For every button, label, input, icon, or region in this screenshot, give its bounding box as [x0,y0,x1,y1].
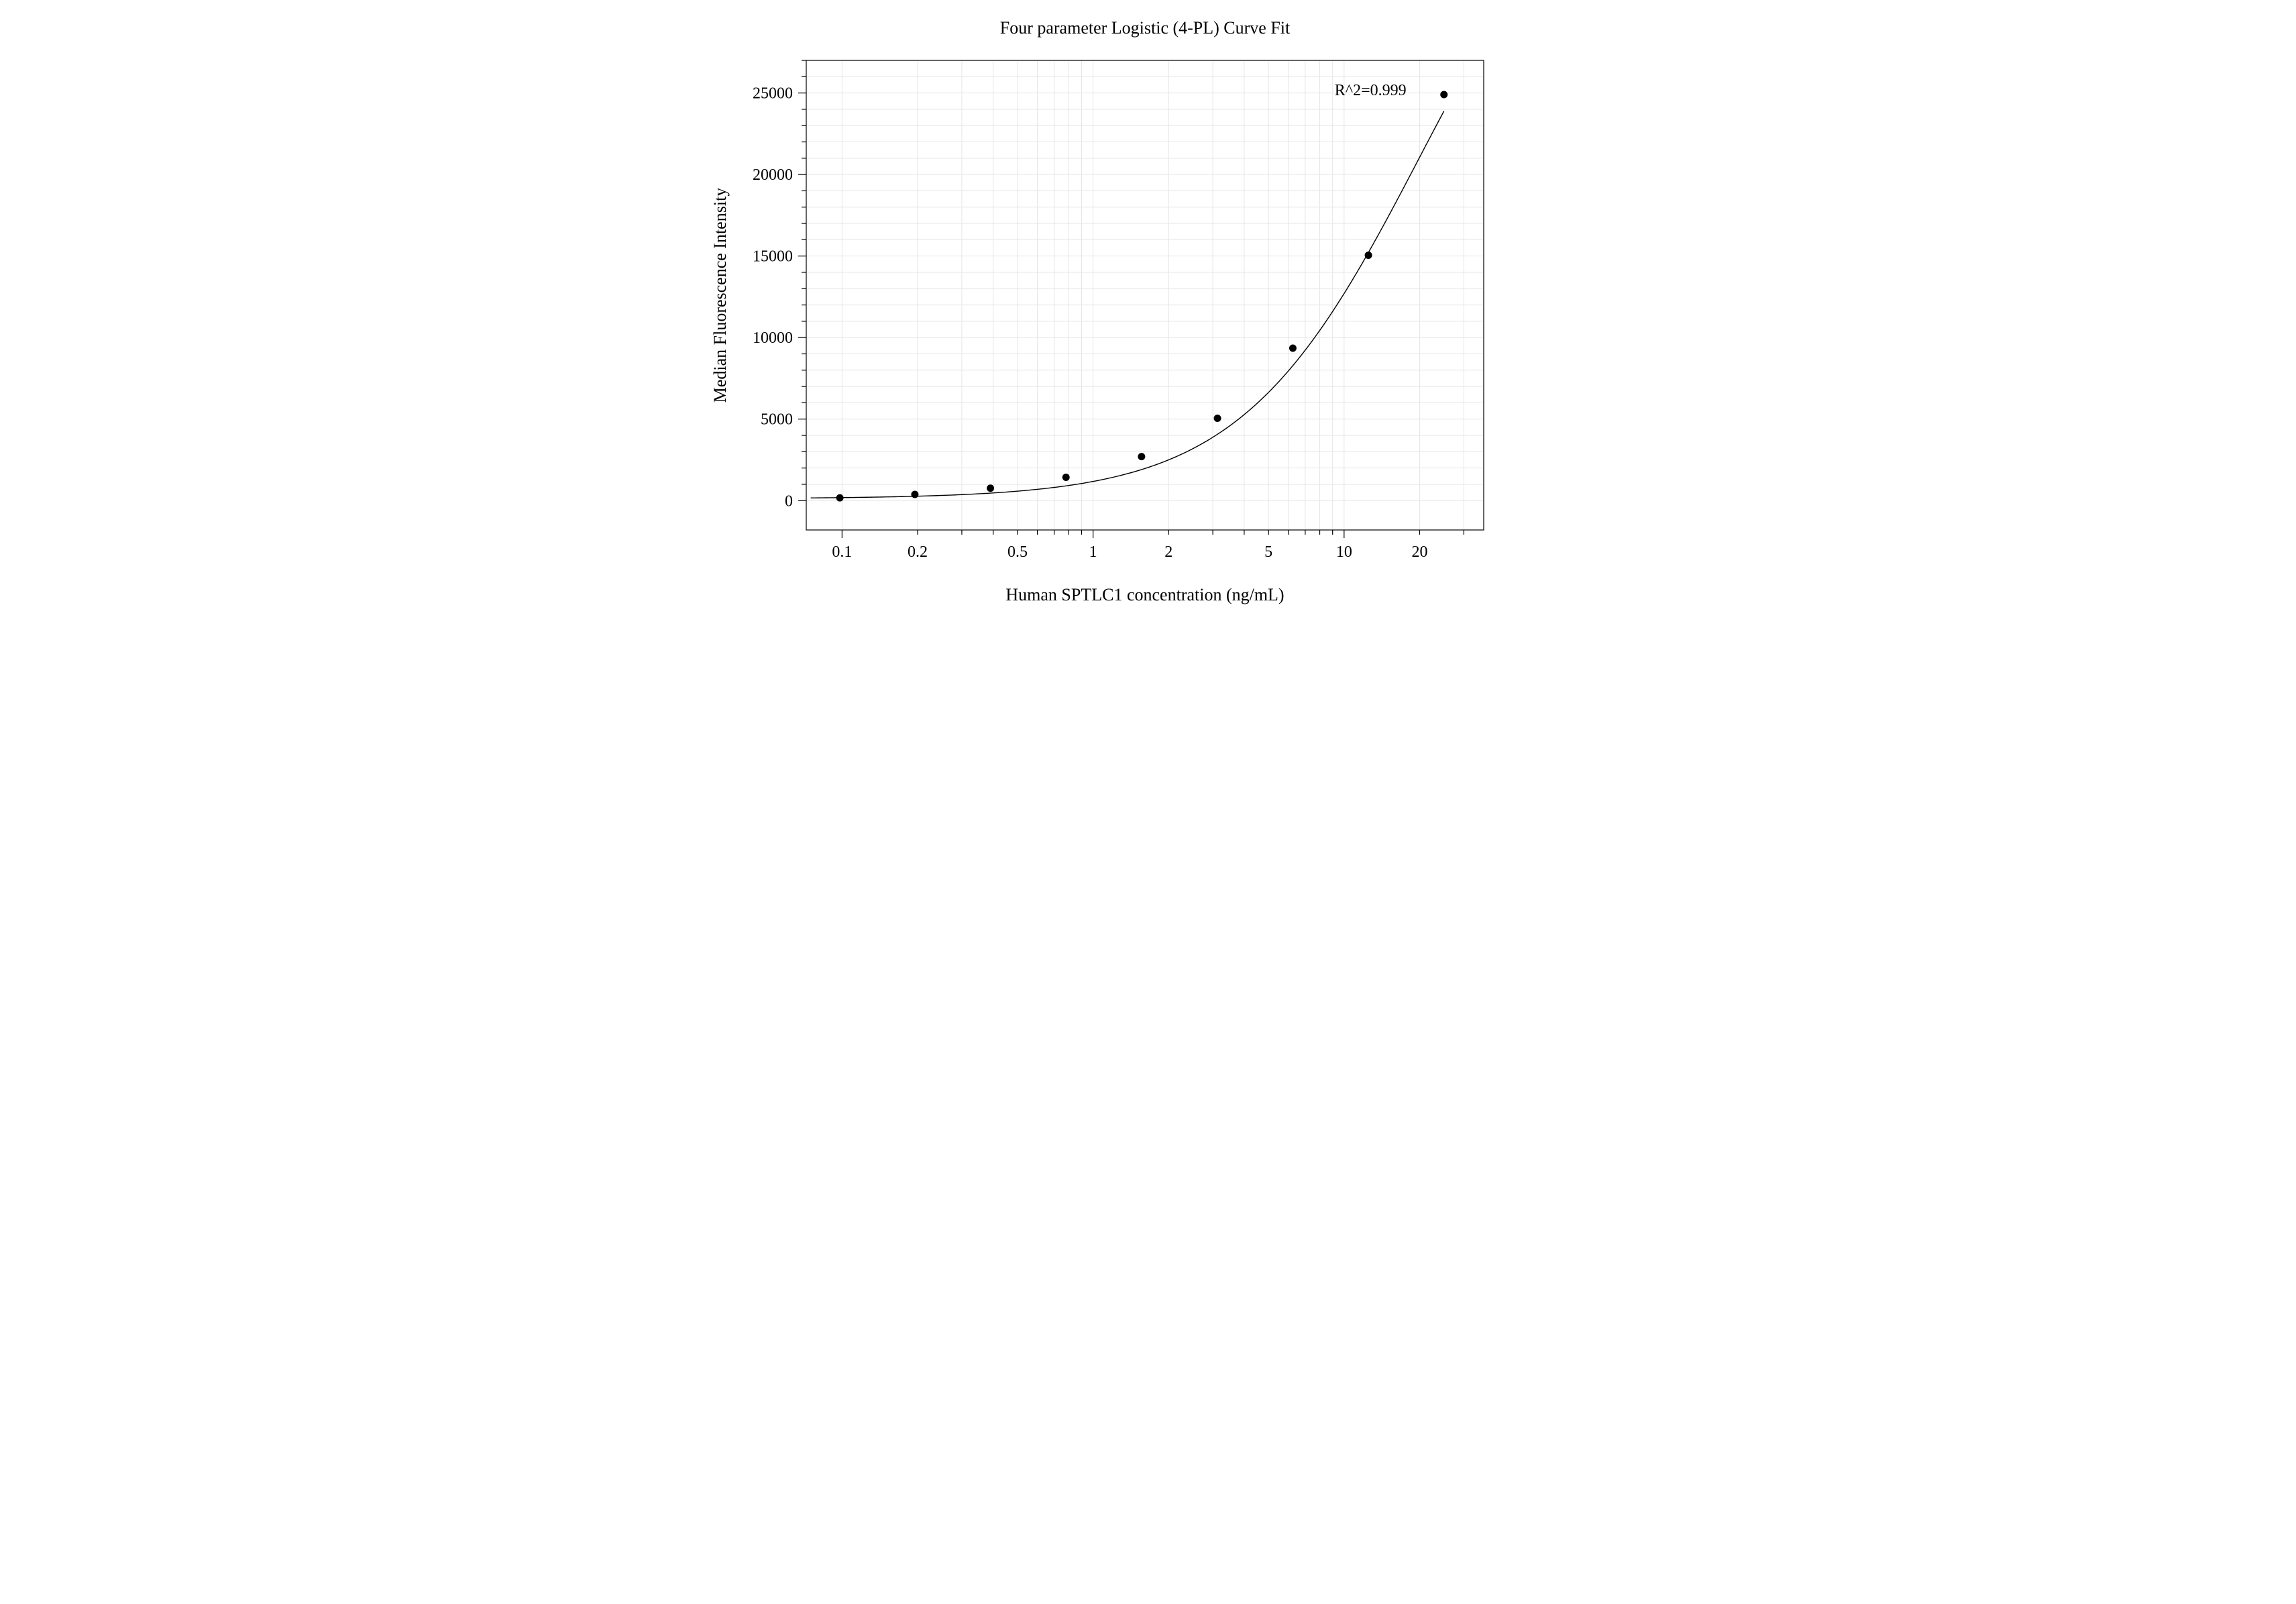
y-tick-label: 25000 [753,85,793,103]
data-point [1440,91,1447,99]
x-tick-label: 0.2 [908,543,928,561]
data-point [1213,415,1221,422]
x-tick-label: 0.5 [1007,543,1027,561]
x-tick-label: 2 [1164,543,1172,561]
data-point [911,491,918,498]
x-tick-label: 5 [1264,543,1272,561]
data-point [1138,453,1145,460]
x-tick-label: 1 [1089,543,1097,561]
data-point [836,494,843,502]
chart-bg [639,0,1658,712]
x-tick-label: 20 [1411,543,1427,561]
chart-container: 0.1 0.2 0.5 1 2 5 10 20 0 5000 10000 15000 20000 2500… [639,0,1658,712]
data-point [1062,474,1069,481]
x-tick-label: 0.1 [832,543,852,561]
y-tick-label: 15000 [753,248,793,266]
chart-svg: 0.1 0.2 0.5 1 2 5 10 20 0 5000 10000 15000 20000 2500… [639,0,1658,712]
data-point [1289,344,1296,352]
x-axis-label: Human SPTLC1 concentration (ng/mL) [1005,585,1284,604]
y-tick-label: 10000 [753,329,793,347]
y-axis-label: Median Fluorescence Intensity [710,188,730,403]
chart-title: Four parameter Logistic (4-PL) Curve Fit [999,18,1290,38]
x-tick-label: 10 [1335,543,1352,561]
y-tick-label: 0 [785,492,793,510]
data-point [987,484,994,492]
r-squared-annotation: R^2=0.999 [1334,82,1406,99]
y-tick-label: 20000 [753,166,793,184]
y-tick-label: 5000 [761,411,793,429]
data-point [1364,252,1372,259]
